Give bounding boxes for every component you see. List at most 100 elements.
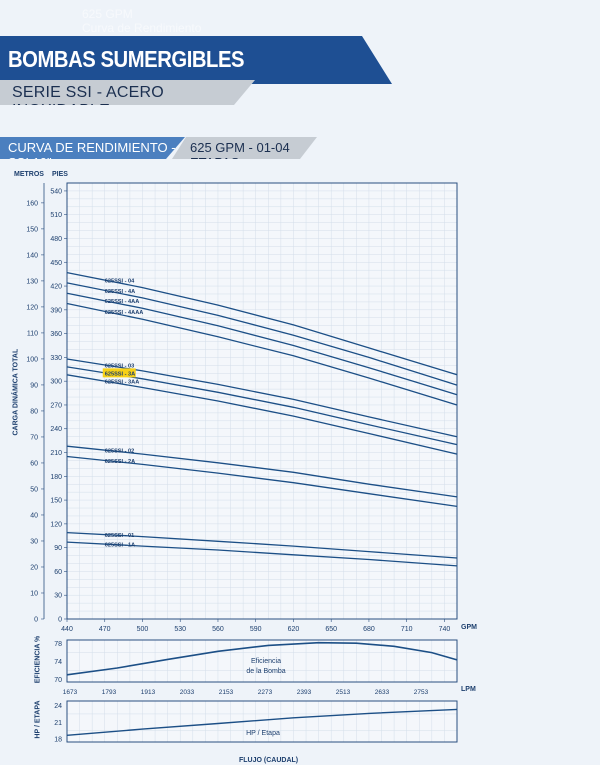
series-label: 625SSI - 01 (105, 533, 135, 539)
meters-tick-label: 40 (30, 512, 38, 519)
lpm-tick-label: 1793 (102, 689, 117, 696)
series-label: 625SSI - 4A (105, 289, 135, 295)
series-label: 625SSI - 4AAA (105, 310, 144, 316)
hp-tick-label: 24 (54, 703, 62, 710)
axes (43, 182, 458, 620)
meters-tick-label: 120 (26, 304, 38, 311)
meters-tick-label: 140 (26, 252, 38, 259)
gpm-tick-label: 530 (174, 626, 186, 633)
feet-tick-label: 0 (58, 617, 62, 624)
series-line (66, 445, 458, 498)
meters-tick-label: 0 (34, 617, 38, 624)
efficiency-plot-area (67, 640, 457, 682)
series-labels: 625SSI - 04 625SSI - 4A 625SSI - 4AA 625SSI… (102, 279, 144, 549)
hp-line (66, 708, 458, 736)
meters-tick-label: 100 (26, 356, 38, 363)
gpm-axis-label: GPM (461, 624, 477, 631)
section-label-banner: CURVA DE RENDIMIENTO - SSI 10" (0, 137, 185, 159)
hp-plot-area (67, 701, 457, 742)
feet-tick-label: 60 (54, 569, 62, 576)
efficiency-tick-label: 74 (54, 659, 62, 666)
meters-tick-label: 90 (30, 382, 38, 389)
feet-tick-label: 30 (54, 593, 62, 600)
section-value-banner: 625 GPM - 01-04 ETAPAS (172, 137, 317, 159)
lpm-tick-label: 2153 (219, 689, 234, 696)
page-subtitle: SERIE SSI - ACERO INOXIDABLE (12, 84, 164, 119)
meters-axis-title: METROS (14, 171, 44, 178)
series-lines (66, 271, 458, 567)
gpm-tick-label: 710 (401, 626, 413, 633)
ghost-curve-text: Curva de Rendimiento (82, 21, 202, 35)
series-line (66, 455, 458, 508)
ghost-gpm-text: 625 GPM (82, 7, 133, 21)
lpm-tick-label: 2633 (375, 689, 390, 696)
series-line (66, 292, 458, 396)
meters-tick-label: 30 (30, 538, 38, 545)
series-label: 625SSI - 3AA (105, 380, 140, 386)
lpm-tick-label: 2033 (180, 689, 195, 696)
tick-labels: 0306090120150180210240270300330360390420… (26, 188, 450, 633)
meters-tick-label: 20 (30, 564, 38, 571)
hp-panel: 18 21 24 HP / Etapa (54, 700, 458, 744)
lpm-tick-label: 2393 (297, 689, 312, 696)
feet-tick-label: 210 (50, 450, 62, 457)
hp-tick-label: 21 (54, 720, 62, 727)
feet-tick-label: 180 (50, 474, 62, 481)
series-label: 625SSI - 03 (105, 363, 135, 369)
feet-tick-label: 300 (50, 379, 62, 386)
gpm-tick-label: 620 (288, 626, 300, 633)
hp-annotation: HP / Etapa (246, 730, 280, 737)
meters-tick-label: 110 (27, 330, 38, 337)
flow-axis-label: FLUJO (CAUDAL) (239, 757, 299, 764)
plot-frame (66, 182, 458, 620)
feet-tick-label: 540 (50, 188, 62, 195)
feet-tick-label: 150 (50, 498, 62, 505)
series-label: 625SSI - 04 (105, 279, 135, 285)
feet-tick-label: 330 (50, 355, 62, 362)
series-label: 625SSI - 3A (105, 371, 135, 377)
gpm-tick-label: 560 (212, 626, 224, 633)
meters-tick-label: 70 (30, 434, 38, 441)
series-line (66, 541, 458, 567)
series-label-highlight (102, 368, 136, 378)
lpm-tick-label: 2753 (414, 689, 429, 696)
efficiency-line (66, 641, 458, 676)
meters-tick-label: 160 (26, 200, 38, 207)
efficiency-frame (66, 639, 458, 683)
feet-tick-label: 270 (50, 402, 62, 409)
hp-tick-label: 18 (54, 737, 62, 744)
efficiency-annotation: Eficiencia (251, 658, 281, 665)
lpm-axis-label: LPM (461, 686, 476, 693)
gpm-tick-label: 440 (61, 626, 73, 633)
meters-tick-label: 10 (30, 590, 38, 597)
gpm-tick-label: 680 (363, 626, 375, 633)
lpm-tick-label: 1673 (63, 689, 78, 696)
section-label: CURVA DE RENDIMIENTO - SSI 10" (8, 140, 176, 170)
hp-frame (66, 700, 458, 743)
series-label: 625SSI - 02 (105, 449, 135, 455)
series-label: 625SSI - 4AA (105, 299, 140, 305)
meters-tick-label: 80 (30, 408, 38, 415)
feet-tick-label: 510 (50, 212, 62, 219)
feet-tick-label: 90 (54, 545, 62, 552)
lpm-tick-label: 1913 (141, 689, 156, 696)
gpm-tick-label: 590 (250, 626, 262, 633)
series-line (66, 271, 458, 376)
gpm-tick-label: 650 (325, 626, 337, 633)
lpm-tick-label: 2513 (336, 689, 351, 696)
page-title: BOMBAS SUMERGIBLES (8, 46, 245, 72)
feet-tick-label: 480 (50, 236, 62, 243)
feet-tick-label: 390 (50, 307, 62, 314)
feet-tick-label: 120 (50, 521, 62, 528)
title-banner (0, 36, 392, 84)
series-line (66, 282, 458, 386)
gpm-tick-label: 500 (137, 626, 149, 633)
efficiency-tick-label: 70 (54, 677, 62, 684)
gpm-tick-label: 470 (99, 626, 111, 633)
series-line (66, 531, 458, 559)
series-label: 625SSI - 2A (105, 459, 135, 465)
series-line (66, 374, 458, 455)
subtitle-banner: SERIE SSI - ACERO INOXIDABLE (0, 80, 255, 105)
efficiency-panel: 70 74 78 Eficiencia de la Bomba 1673 1793 1913 2… (54, 639, 458, 696)
